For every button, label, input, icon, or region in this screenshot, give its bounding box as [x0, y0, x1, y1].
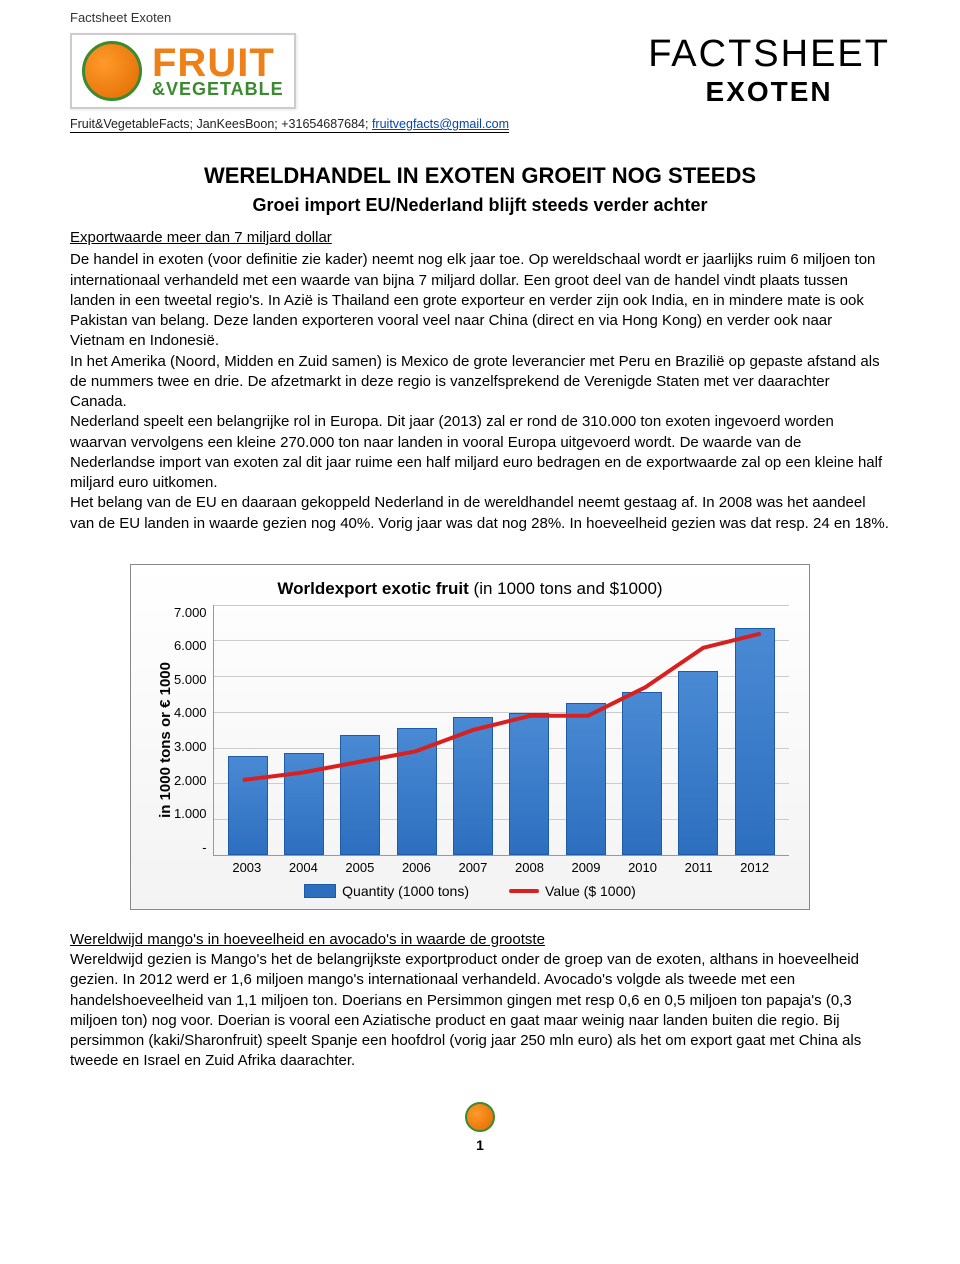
section2-lead: Wereldwijd mango's in hoeveelheid en avo…: [70, 931, 545, 948]
logo-line2: &VEGETABLE: [152, 81, 284, 97]
section2: Wereldwijd mango's in hoeveelheid en avo…: [70, 930, 890, 1072]
title-line1: FACTSHEET: [648, 33, 890, 76]
plot-column: 2003 2004 2005 2006 2007 2008 2009 2010 2011 2012: [213, 605, 789, 875]
chart-title-rest: (in 1000 tons and $1000): [474, 579, 663, 598]
y-tick: 6.000: [174, 638, 207, 653]
x-tick: 2004: [289, 860, 318, 875]
y-tick: 5.000: [174, 672, 207, 687]
x-tick: 2011: [685, 860, 713, 875]
logo-line1: FRUIT: [152, 45, 284, 81]
y-tick: 7.000: [174, 605, 207, 620]
plot: [213, 605, 789, 856]
legend: Quantity (1000 tons) Value ($ 1000): [151, 875, 789, 903]
y-tick: -: [174, 840, 207, 855]
header-note: Factsheet Exoten: [70, 10, 890, 25]
contact-prefix: Fruit&VegetableFacts; JanKeesBoon; +3165…: [70, 117, 372, 131]
contact-email-link[interactable]: fruitvegfacts@gmail.com: [372, 117, 509, 131]
y-tick: 1.000: [174, 806, 207, 821]
x-tick: 2006: [402, 860, 431, 875]
bar: [509, 713, 549, 854]
y-tick: 2.000: [174, 773, 207, 788]
footer: 1: [70, 1102, 890, 1153]
x-tick: 2007: [458, 860, 487, 875]
bars: [214, 605, 789, 855]
bar: [340, 735, 380, 855]
y-tick: 3.000: [174, 739, 207, 754]
main-heading: WERELDHANDEL IN EXOTEN GROEIT NOG STEEDS: [70, 163, 890, 189]
bar: [566, 703, 606, 855]
bar: [678, 671, 718, 855]
header-row: FRUIT &VEGETABLE FACTSHEET EXOTEN: [70, 33, 890, 109]
bar: [397, 728, 437, 855]
contact-line: Fruit&VegetableFacts; JanKeesBoon; +3165…: [70, 117, 509, 133]
body-text: De handel in exoten (voor definitie zie …: [70, 251, 889, 531]
line-swatch-icon: [509, 889, 539, 893]
fruit-icon: [82, 41, 142, 101]
legend-bar: Quantity (1000 tons): [304, 883, 469, 899]
y-tick: 4.000: [174, 705, 207, 720]
logo-text: FRUIT &VEGETABLE: [152, 45, 284, 97]
chart-area: in 1000 tons or € 1000 7.000 6.000 5.000 4.…: [151, 605, 789, 875]
chart-title: Worldexport exotic fruit (in 1000 tons a…: [151, 579, 789, 599]
bar: [622, 692, 662, 855]
contact-line-wrapper: Fruit&VegetableFacts; JanKeesBoon; +3165…: [70, 115, 890, 133]
legend-bar-label: Quantity (1000 tons): [342, 883, 469, 899]
x-tick: 2008: [515, 860, 544, 875]
footer-fruit-icon: [465, 1102, 495, 1132]
x-ticks: 2003 2004 2005 2006 2007 2008 2009 2010 2011 2012: [213, 856, 789, 875]
x-tick: 2009: [572, 860, 601, 875]
chart-frame: Worldexport exotic fruit (in 1000 tons a…: [130, 564, 810, 910]
chart-title-bold: Worldexport exotic fruit: [277, 579, 473, 598]
logo: FRUIT &VEGETABLE: [70, 33, 296, 109]
sub-heading: Groei import EU/Nederland blijft steeds …: [70, 195, 890, 216]
bar: [284, 753, 324, 855]
bar-swatch-icon: [304, 884, 336, 898]
y-axis-label: in 1000 tons or € 1000: [151, 662, 174, 818]
page: Factsheet Exoten FRUIT &VEGETABLE FACTSH…: [0, 0, 960, 1193]
bar: [735, 628, 775, 855]
y-ticks: 7.000 6.000 5.000 4.000 3.000 2.000 1.000 -: [174, 605, 213, 855]
legend-line-label: Value ($ 1000): [545, 883, 636, 899]
lead-underline: Exportwaarde meer dan 7 miljard dollar: [70, 228, 332, 248]
x-tick: 2003: [232, 860, 261, 875]
x-tick: 2005: [345, 860, 374, 875]
bar: [228, 756, 268, 854]
body-block: Exportwaarde meer dan 7 miljard dollar D…: [70, 228, 890, 534]
x-tick: 2012: [740, 860, 769, 875]
title-line2: EXOTEN: [648, 76, 890, 108]
x-tick: 2010: [628, 860, 657, 875]
page-number: 1: [476, 1137, 484, 1153]
title-block: FACTSHEET EXOTEN: [648, 33, 890, 108]
bar: [453, 717, 493, 855]
legend-line: Value ($ 1000): [509, 883, 636, 899]
section2-body: Wereldwijd gezien is Mango's het de bela…: [70, 951, 861, 1069]
